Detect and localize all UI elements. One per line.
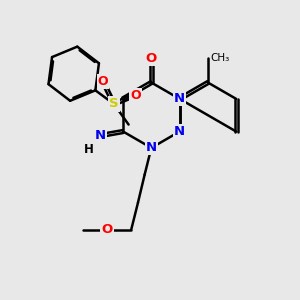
- Text: S: S: [109, 98, 119, 110]
- Text: H: H: [84, 143, 94, 156]
- Text: N: N: [174, 92, 185, 105]
- Text: CH₃: CH₃: [210, 53, 229, 64]
- Text: N: N: [146, 141, 157, 154]
- Text: O: O: [101, 223, 113, 236]
- Text: O: O: [130, 88, 141, 102]
- Text: O: O: [146, 52, 157, 65]
- Text: N: N: [95, 129, 106, 142]
- Text: O: O: [98, 75, 109, 88]
- Text: N: N: [174, 125, 185, 138]
